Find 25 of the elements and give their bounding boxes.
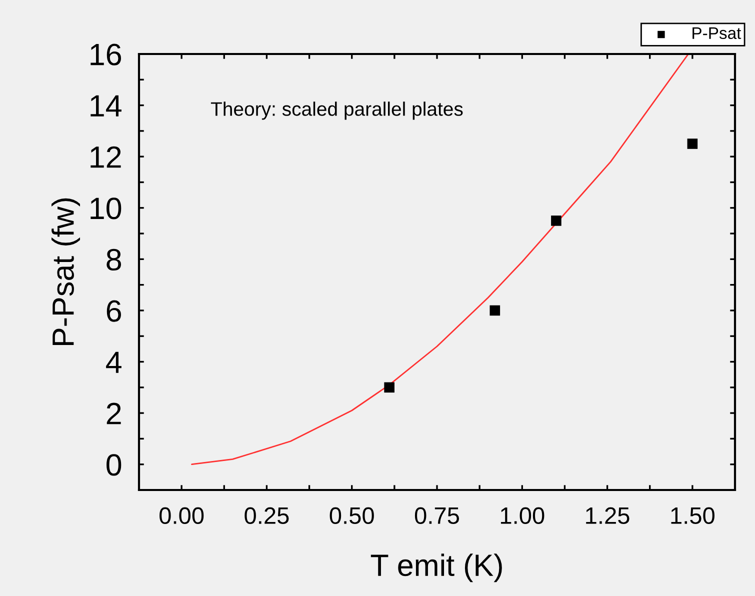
y-tick-label: 16: [90, 44, 121, 66]
legend-label: P-Psat: [692, 27, 742, 40]
x-tick-label: 1.00: [500, 507, 544, 524]
annotation: Theory: scaled parallel plates: [210, 102, 463, 120]
x-tick-label: 1.50: [671, 507, 714, 524]
y-tick-label: 12: [90, 146, 121, 168]
x-tick-label: 1.25: [586, 507, 630, 524]
point: [490, 305, 500, 316]
point: [687, 138, 698, 149]
y-tick-label: 14: [90, 95, 122, 116]
y-tick-label: 10: [90, 198, 122, 220]
point: [551, 216, 562, 226]
x-axis-title: T emit (K): [370, 554, 502, 582]
y-tick-label: 2: [106, 402, 121, 424]
y-tick-label: 4: [106, 352, 122, 373]
x-tick-label: 0.25: [244, 507, 289, 524]
y-tick-label: 0: [106, 454, 122, 476]
y-tick-label: 8: [106, 248, 122, 271]
y-axis-title: P-Psat (fw): [52, 198, 80, 346]
y-tick-label: 6: [106, 300, 121, 322]
x-tick-label: 0.50: [330, 507, 374, 524]
line-series: [191, 54, 690, 466]
x-tick-label: 0.75: [414, 507, 459, 524]
x-tick-label: 0.00: [160, 507, 204, 524]
point: [384, 382, 394, 393]
